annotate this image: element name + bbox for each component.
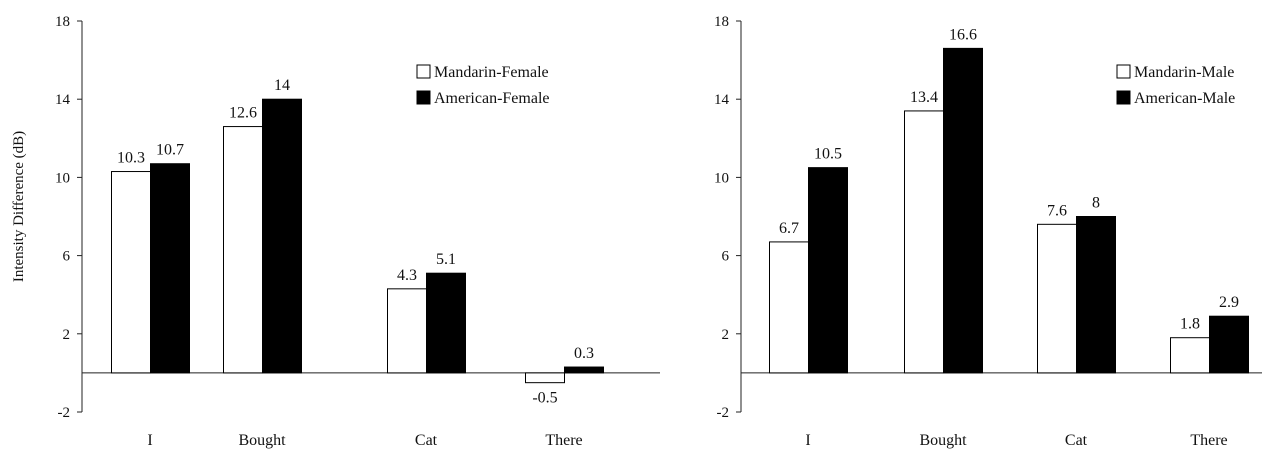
- legend-swatch: [416, 64, 431, 79]
- bar-value-label: 7.6: [1047, 202, 1067, 219]
- bar-value-label: 2.9: [1219, 294, 1239, 311]
- bar-value-label: 6.7: [779, 220, 799, 237]
- y-tick-label: 10: [55, 170, 70, 186]
- chart-panel-2: -2 2 6 10 14 18 I Bought Cat There 6.7 13.4 7.6 1.8 10…: [714, 14, 1262, 449]
- chart-panel-1: -2 2 6 10 14 18 Intensity Difference (dB) I Boug…: [11, 14, 660, 449]
- bar-value-label: 12.6: [229, 105, 257, 122]
- y-tick-label: 14: [55, 92, 71, 108]
- y-axis-title: Intensity Difference (dB): [11, 131, 27, 282]
- bar-value-label: 0.3: [574, 345, 594, 362]
- bar-value-label: 10.3: [117, 150, 145, 167]
- bar-value-label: 1.8: [1180, 316, 1200, 333]
- bar-open: [1170, 337, 1210, 374]
- bar-open: [111, 171, 151, 374]
- bar-filled: [808, 167, 848, 374]
- x-category-label: Bought: [919, 432, 967, 449]
- bar-filled: [426, 272, 466, 374]
- bar-filled: [150, 163, 190, 374]
- y-tick-label: -2: [58, 405, 71, 421]
- bar-filled: [262, 98, 302, 374]
- y-tick-label: 2: [722, 327, 730, 343]
- bar-value-label: 13.4: [910, 89, 938, 106]
- bar-value-label: 4.3: [397, 267, 417, 284]
- y-tick-label: 6: [722, 249, 730, 265]
- y-tick-label: 2: [63, 327, 71, 343]
- bar-value-label: 5.1: [436, 251, 456, 268]
- legend-swatch: [1116, 90, 1131, 105]
- x-category-label: Cat: [415, 432, 438, 449]
- bar-open: [904, 110, 944, 374]
- legend-swatch: [416, 90, 431, 105]
- legend-swatch: [1116, 64, 1131, 79]
- bar-open: [1037, 223, 1077, 374]
- bar-filled: [564, 366, 604, 374]
- y-tick-label: 10: [714, 170, 729, 186]
- legend-label: American-Female: [434, 90, 550, 107]
- bar-filled: [943, 47, 983, 374]
- y-tick-label: -2: [717, 405, 730, 421]
- legend-label: American-Male: [1134, 90, 1235, 107]
- x-category-label: I: [805, 432, 810, 449]
- bar-open: [525, 372, 565, 384]
- y-tick-label: 18: [714, 14, 729, 30]
- legend-label: Mandarin-Male: [1134, 64, 1234, 81]
- bar-open: [387, 288, 427, 374]
- bar-value-label: -0.5: [532, 390, 557, 407]
- bar-filled: [1076, 216, 1116, 374]
- bar-value-label: 10.5: [814, 146, 842, 163]
- x-category-label: There: [1190, 432, 1227, 449]
- bar-value-label: 10.7: [156, 142, 184, 159]
- bar-value-label: 14: [274, 77, 290, 94]
- x-category-label: Bought: [238, 432, 286, 449]
- bar-value-label: 16.6: [949, 26, 977, 43]
- y-tick-label: 14: [714, 92, 730, 108]
- bar-filled: [1209, 315, 1249, 374]
- legend-label: Mandarin-Female: [434, 64, 549, 81]
- y-tick-label: 6: [63, 249, 71, 265]
- x-category-label: Cat: [1065, 432, 1088, 449]
- x-category-label: I: [147, 432, 152, 449]
- bar-value-label: 8: [1092, 195, 1100, 212]
- bar-open: [769, 241, 809, 374]
- bar-open: [223, 126, 263, 374]
- x-category-label: There: [545, 432, 582, 449]
- y-tick-label: 18: [55, 14, 70, 30]
